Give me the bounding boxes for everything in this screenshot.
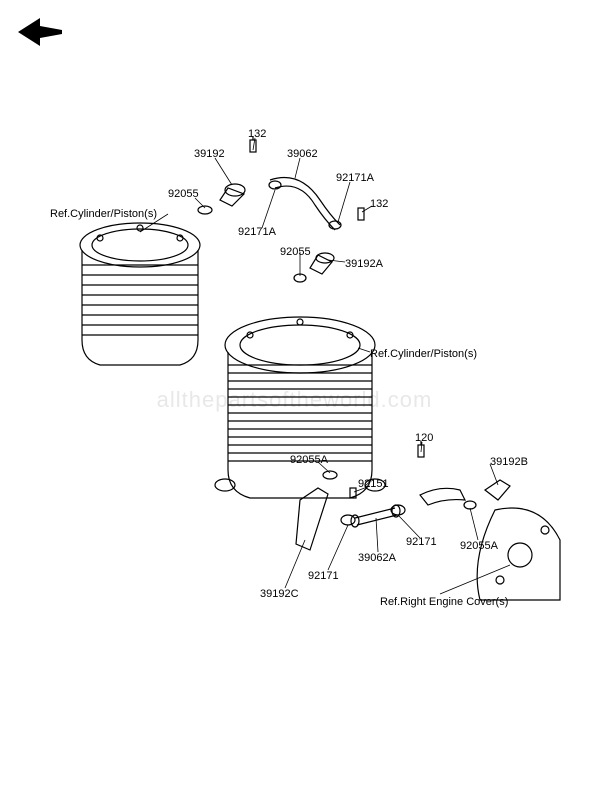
part-label-92055b: 92055 xyxy=(280,246,311,258)
part-label-92171a-2: 92171A xyxy=(238,226,276,238)
part-label-39192c: 39192C xyxy=(260,588,299,600)
part-label-132b: 132 xyxy=(370,198,388,210)
ref-cylinder-piston-1: Ref.Cylinder/Piston(s) xyxy=(50,208,157,220)
part-label-92151: 92151 xyxy=(358,478,389,490)
part-label-39062a: 39062A xyxy=(358,552,396,564)
parts-diagram xyxy=(0,0,589,799)
part-label-92171-1: 92171 xyxy=(406,536,437,548)
part-label-92055a-2: 92055A xyxy=(460,540,498,552)
ref-right-engine-cover: Ref.Right Engine Cover(s) xyxy=(380,596,508,608)
part-label-39192: 39192 xyxy=(194,148,225,160)
part-label-39192b: 39192B xyxy=(490,456,528,468)
part-label-92055a-1: 92055A xyxy=(290,454,328,466)
part-label-92171a-1: 92171A xyxy=(336,172,374,184)
part-label-39062: 39062 xyxy=(287,148,318,160)
part-label-132a: 132 xyxy=(248,128,266,140)
part-label-39192a: 39192A xyxy=(345,258,383,270)
part-label-92171-2: 92171 xyxy=(308,570,339,582)
part-label-92055: 92055 xyxy=(168,188,199,200)
part-label-120: 120 xyxy=(415,432,433,444)
ref-cylinder-piston-2: Ref.Cylinder/Piston(s) xyxy=(370,348,477,360)
